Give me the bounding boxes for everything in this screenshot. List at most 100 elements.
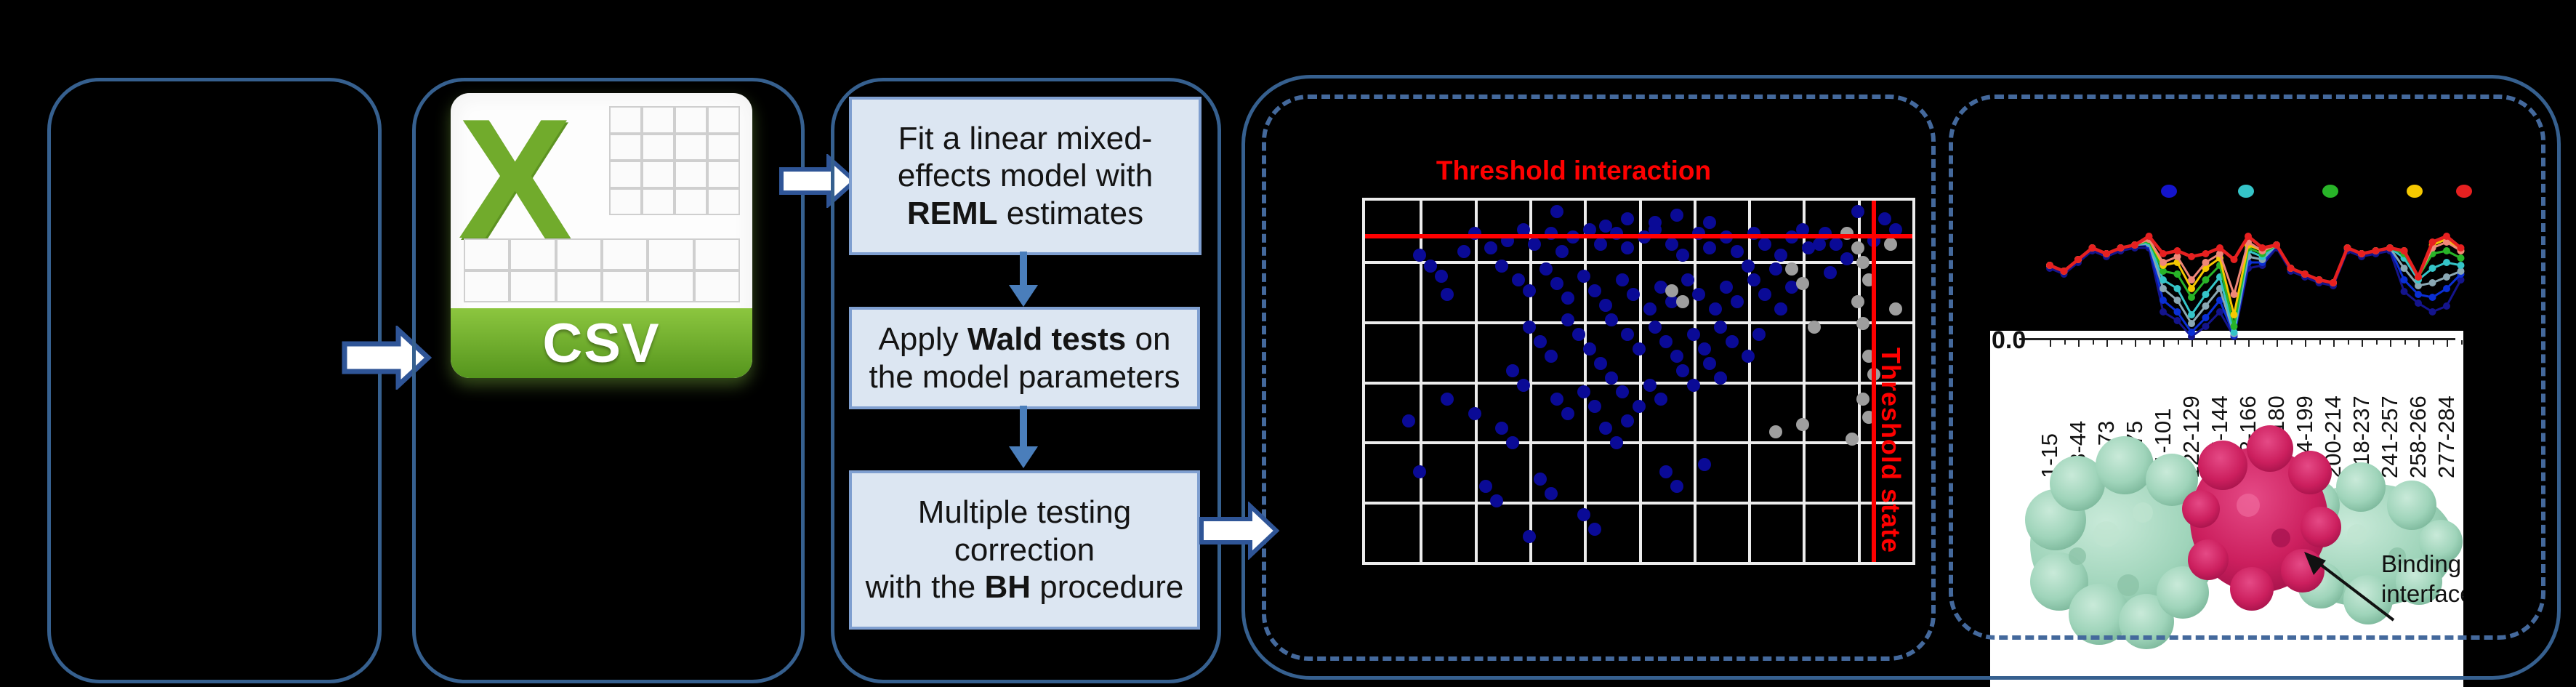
scatter-point-blue <box>1604 371 1618 385</box>
scatter-point-blue <box>1561 292 1574 305</box>
x-minor-tick <box>2205 340 2207 345</box>
series-marker-yellow <box>2230 311 2238 318</box>
x-minor-tick <box>2191 340 2193 345</box>
scatter-point-blue <box>1632 342 1646 355</box>
legend-dot <box>2456 185 2472 198</box>
panel-3-statistics <box>831 78 1221 683</box>
scatter-point-blue <box>1703 241 1717 254</box>
series-marker-red <box>2343 244 2351 252</box>
legend-dot <box>2322 185 2338 198</box>
scatter-point-blue <box>1441 393 1454 406</box>
scatter-point-blue <box>1714 320 1728 334</box>
series-marker-steel <box>2173 297 2181 304</box>
scatter-point-gray <box>1675 295 1689 309</box>
scatter-point-blue <box>1742 349 1755 363</box>
scatter-point-blue <box>1649 320 1662 334</box>
series-marker-navy <box>2428 308 2436 316</box>
series-marker-green <box>2173 270 2181 278</box>
scatter-point-blue <box>1829 237 1843 251</box>
x-minor-tick <box>2404 340 2406 345</box>
csv-label: CSV <box>542 312 661 374</box>
scatter-gridline-h <box>1365 502 1912 505</box>
binding-interface-label: Binding interface <box>2381 550 2463 608</box>
scatter-point-blue <box>1478 479 1492 493</box>
series-marker-salmon <box>2216 250 2223 257</box>
series-marker-red <box>2386 244 2394 252</box>
scatter-point-blue <box>1424 259 1438 273</box>
series-marker-steel <box>2443 273 2450 281</box>
x-minor-tick <box>2432 340 2434 345</box>
x-minor-tick <box>2447 340 2448 345</box>
x-minor-tick <box>2120 340 2122 345</box>
scatter-point-blue <box>1528 237 1542 251</box>
scatter-title: Threshold interaction <box>1436 156 1712 185</box>
scatter-point-blue <box>1468 407 1481 421</box>
scatter-point-blue <box>1522 320 1536 334</box>
spreadsheet-grid-bottom <box>464 238 740 302</box>
legend-dot <box>2161 185 2177 198</box>
series-marker-blue <box>2415 291 2422 298</box>
series-marker-red <box>2443 233 2450 240</box>
series-marker-green <box>2457 254 2465 262</box>
series-marker-navy <box>2457 276 2465 284</box>
arrow-step2-to-step3 <box>1009 406 1038 468</box>
series-marker-red <box>2400 247 2408 254</box>
series-marker-salmon <box>2188 276 2195 284</box>
scatter-point-gray <box>1889 302 1903 316</box>
x-minor-tick <box>2262 340 2264 345</box>
scatter-point-blue <box>1604 313 1618 326</box>
scatter-point-blue <box>1599 219 1613 233</box>
flow-step-3-text: Multiple testing correction with the BH … <box>865 494 1184 606</box>
series-marker-green <box>2202 276 2210 284</box>
series-marker-red <box>2245 233 2252 240</box>
scatter-point-blue <box>1703 215 1717 229</box>
scatter-point-blue <box>1686 327 1700 341</box>
scatter-point-blue <box>1402 414 1416 428</box>
panel-1-empty <box>47 78 382 683</box>
series-marker-red <box>2415 273 2422 281</box>
series-marker-green <box>2443 247 2450 254</box>
scatter-point-blue <box>1878 212 1892 225</box>
series-marker-steel <box>2202 302 2210 310</box>
x-minor-tick <box>2248 340 2250 345</box>
scatter-point-blue <box>1752 327 1766 341</box>
series-marker-red <box>2216 244 2223 252</box>
scatter-point-blue <box>1550 393 1563 406</box>
scatter-gridline-h <box>1365 321 1912 324</box>
series-marker-red <box>2117 244 2125 252</box>
scatter-point-blue <box>1550 204 1563 218</box>
x-minor-tick <box>2050 340 2051 345</box>
series-marker-steel <box>2160 285 2167 292</box>
scatter-point-blue <box>1599 299 1613 313</box>
series-marker-cyan <box>2230 329 2238 336</box>
series-marker-green <box>2188 294 2195 301</box>
scatter-point-blue <box>1539 262 1553 276</box>
series-marker-navy <box>2443 302 2450 310</box>
x-minor-tick <box>2092 340 2094 345</box>
scatter-point-blue <box>1457 244 1470 258</box>
scatter-point-blue <box>1758 288 1771 302</box>
scatter-point-blue <box>1670 349 1684 363</box>
scatter-point-blue <box>1522 284 1536 298</box>
series-marker-red <box>2358 250 2365 257</box>
scatter-point-gray <box>1785 262 1799 276</box>
series-marker-red <box>2301 270 2309 278</box>
series-marker-salmon <box>2202 259 2210 266</box>
arrow-panel2-to-panel3 <box>779 154 858 208</box>
scatter-point-blue <box>1725 334 1739 348</box>
scatter-point-blue <box>1489 494 1503 507</box>
series-marker-yellow <box>2188 285 2195 292</box>
spreadsheet-grid-top <box>609 106 740 215</box>
scatter-point-blue <box>1413 465 1427 478</box>
x-minor-tick <box>2290 340 2293 345</box>
scatter-point-blue <box>1813 237 1826 251</box>
scatter-point-blue <box>1692 288 1706 302</box>
scatter-point-blue <box>1599 422 1613 435</box>
series-marker-steel <box>2428 279 2436 286</box>
series-marker-red <box>2173 247 2181 254</box>
legend-dot <box>2238 185 2254 198</box>
scatter-point-blue <box>1708 302 1722 316</box>
scatter-gridline-h <box>1365 441 1912 445</box>
scatter-point-blue <box>1495 259 1509 273</box>
series-marker-red <box>2202 250 2210 257</box>
